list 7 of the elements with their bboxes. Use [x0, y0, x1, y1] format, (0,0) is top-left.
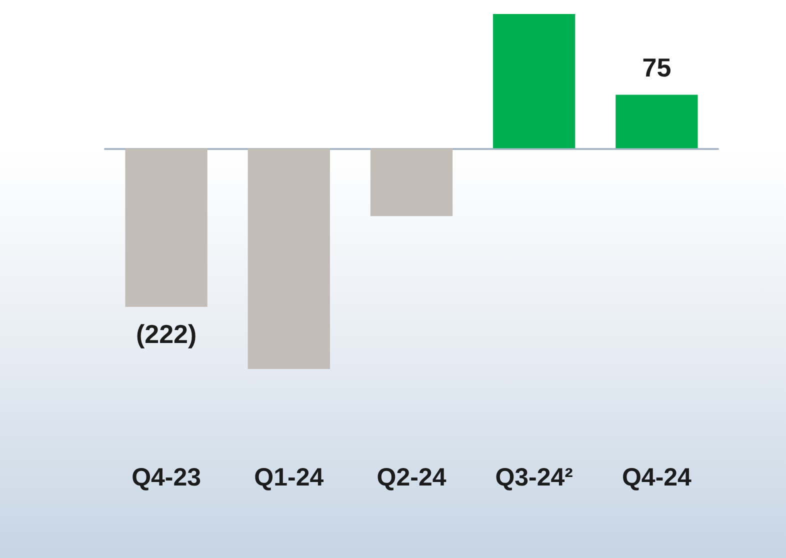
x-tick-label: Q2-24: [376, 464, 446, 492]
x-tick-label: Q4-24: [622, 464, 692, 492]
x-tick-label: Q1-24: [254, 464, 324, 492]
data-label: 75: [642, 52, 672, 83]
data-label: (222): [136, 318, 197, 349]
x-tick-label: Q3-24²: [495, 464, 574, 492]
x-tick-label: Q4-23: [132, 464, 202, 492]
